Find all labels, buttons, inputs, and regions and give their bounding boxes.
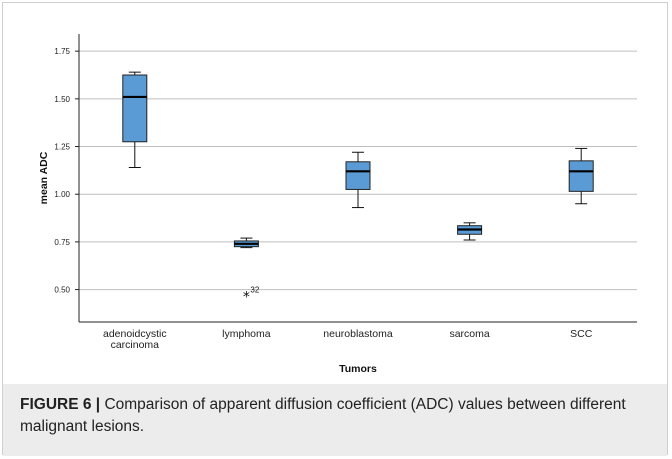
boxplot-chart: 0.50 0.75 1.00 1.25 1.50 1.75 * 32 adenoidcyst… [38,34,637,375]
box-group-1: * 32 [233,237,260,305]
category-label-0-1: carcinoma [111,339,160,351]
category-label-4-0: SCC [570,328,593,340]
box-group-0 [122,71,148,169]
iqr-box [122,74,148,143]
x-axis-label: Tumors [339,363,377,375]
y-tick-label-4: 1.50 [54,95,70,104]
y-tick-label-2: 1.00 [54,190,70,199]
iqr-box [568,160,594,192]
y-tick-label-3: 1.25 [54,143,70,152]
y-tick-label-1: 0.75 [54,238,70,247]
y-tick-label-0: 0.50 [54,286,70,295]
iqr-box [345,161,371,190]
y-axis-label: mean ADC [38,151,50,204]
caption-label: FIGURE 6 | [20,396,101,413]
category-label-3-0: sarcoma [449,328,489,340]
category-label-2-0: neuroblastoma [323,328,393,340]
outlier-label-0: 32 [250,285,259,294]
caption-text: Comparison of apparent diffusion coeffic… [20,396,626,435]
box-group-2 [345,151,371,209]
y-tick-label-5: 1.75 [54,47,70,56]
category-label-1-0: lymphoma [222,328,271,340]
box-group-3 [457,222,483,241]
caption-background [3,384,667,456]
box-group-4 [568,147,594,205]
grid-lines [79,50,637,291]
figure-caption: FIGURE 6 | Comparison of apparent diffus… [20,394,650,438]
outlier-marker-0: * [243,289,250,305]
y-tick-labels: 0.50 0.75 1.00 1.25 1.50 1.75 [54,47,79,295]
boxes: * 32 [122,71,594,305]
category-label-0-0: adenoidcystic [103,328,167,340]
